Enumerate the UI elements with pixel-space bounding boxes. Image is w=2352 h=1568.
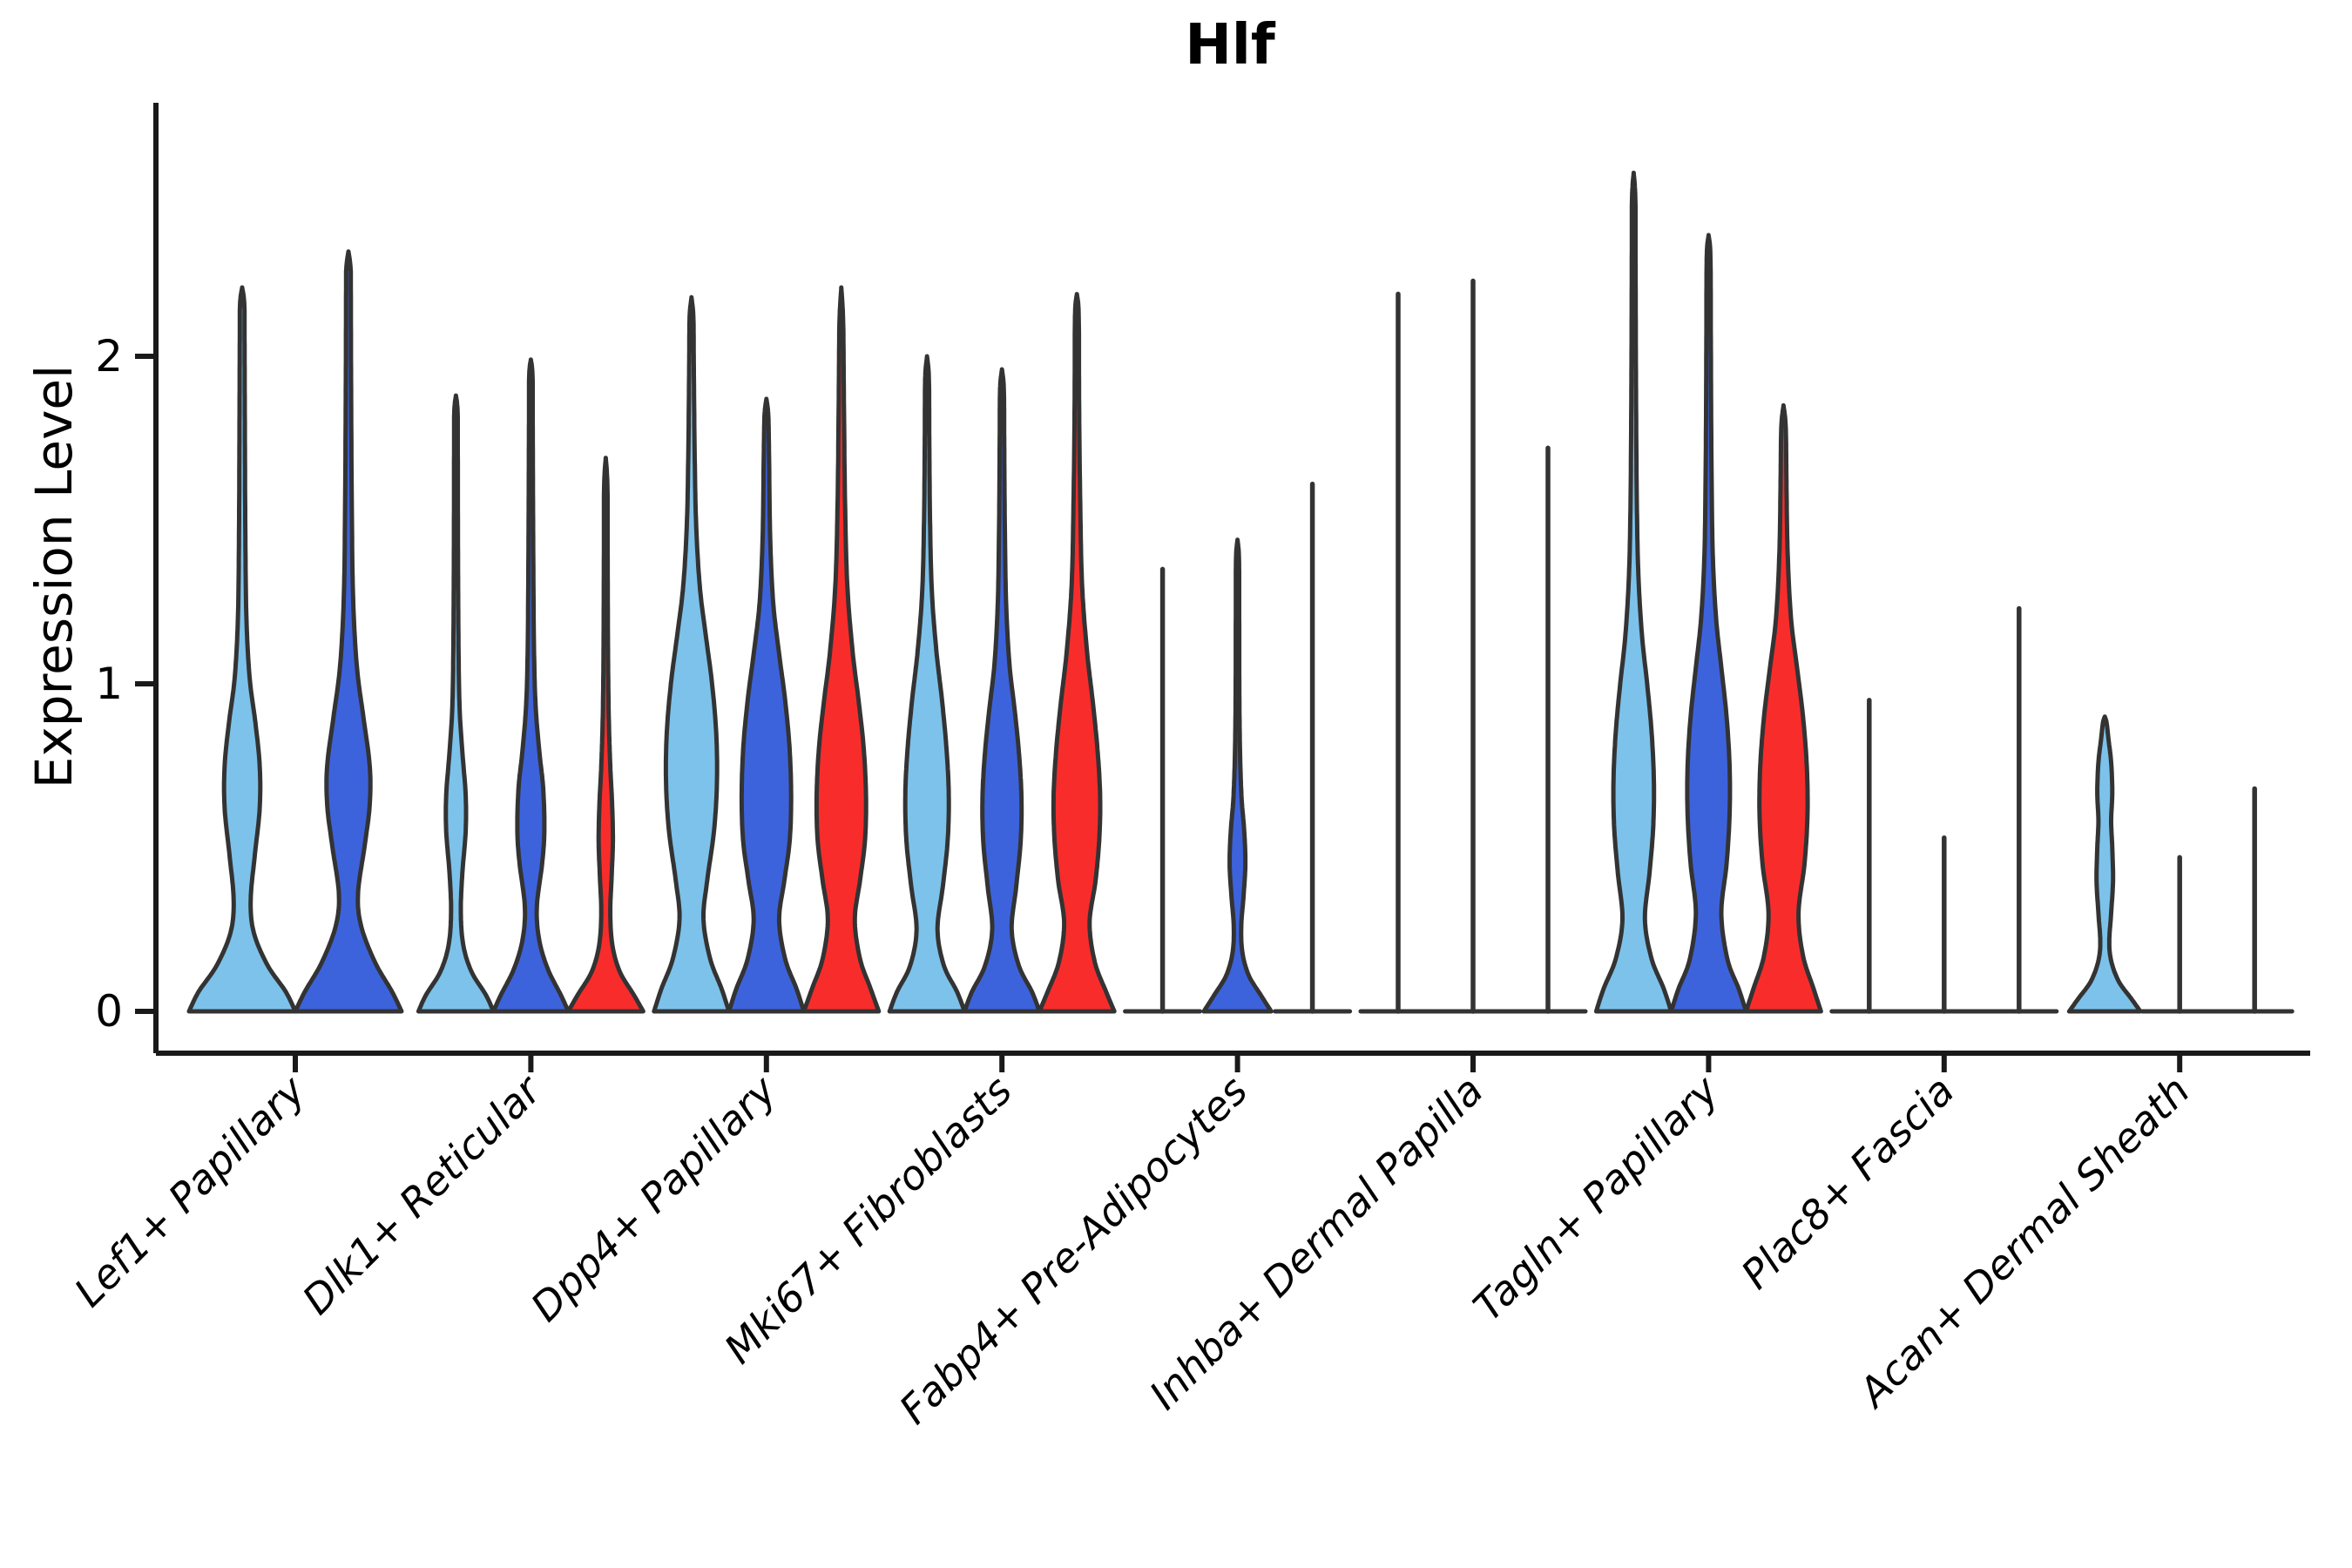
violin-1-0 bbox=[416, 393, 496, 1014]
violin-6-2 bbox=[1743, 402, 1823, 1014]
violin-0-1 bbox=[293, 249, 404, 1014]
violin-2-1 bbox=[727, 396, 807, 1014]
category-label: Lef1+ Papillary bbox=[65, 1066, 314, 1315]
violin-3-2 bbox=[1037, 292, 1117, 1014]
violin-6-0 bbox=[1593, 170, 1673, 1014]
violin-8-0 bbox=[2066, 714, 2143, 1014]
category-label: Plac8+ Fascia bbox=[1732, 1067, 1963, 1298]
chart-title: Hlf bbox=[1185, 13, 1275, 78]
violin-2-0 bbox=[652, 294, 732, 1014]
category-label: Dpp4+ Papillary bbox=[522, 1066, 786, 1330]
violin-6-1 bbox=[1668, 233, 1748, 1014]
y-tick-label: 1 bbox=[95, 659, 123, 709]
violin-4-1 bbox=[1201, 537, 1274, 1014]
category-label: Tagln+ Papillary bbox=[1464, 1066, 1728, 1330]
violin-3-0 bbox=[887, 354, 967, 1014]
y-tick-label: 2 bbox=[95, 331, 123, 382]
violin-3-1 bbox=[962, 367, 1042, 1014]
violin-1-1 bbox=[490, 357, 571, 1014]
violin-1-2 bbox=[565, 456, 645, 1014]
violin-2-2 bbox=[801, 285, 882, 1014]
y-tick-label: 0 bbox=[95, 986, 123, 1037]
violin-0-0 bbox=[186, 285, 298, 1014]
category-label: Dlk1+ Reticular bbox=[294, 1064, 552, 1323]
